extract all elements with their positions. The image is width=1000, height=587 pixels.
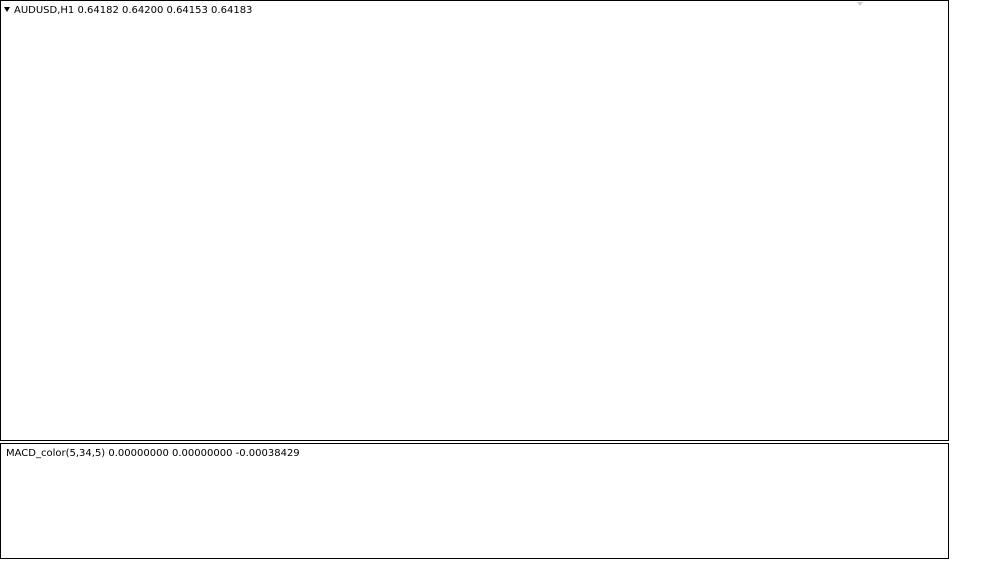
scroll-marker (857, 2, 863, 6)
chart-title: AUDUSD,H1 0.64182 0.64200 0.64153 0.6418… (14, 5, 252, 16)
macd-title: MACD_color(5,34,5) 0.00000000 0.00000000… (6, 448, 300, 459)
price-panel (0, 0, 949, 441)
macd-panel (0, 443, 949, 559)
symbol-menu-arrow[interactable] (4, 7, 10, 12)
